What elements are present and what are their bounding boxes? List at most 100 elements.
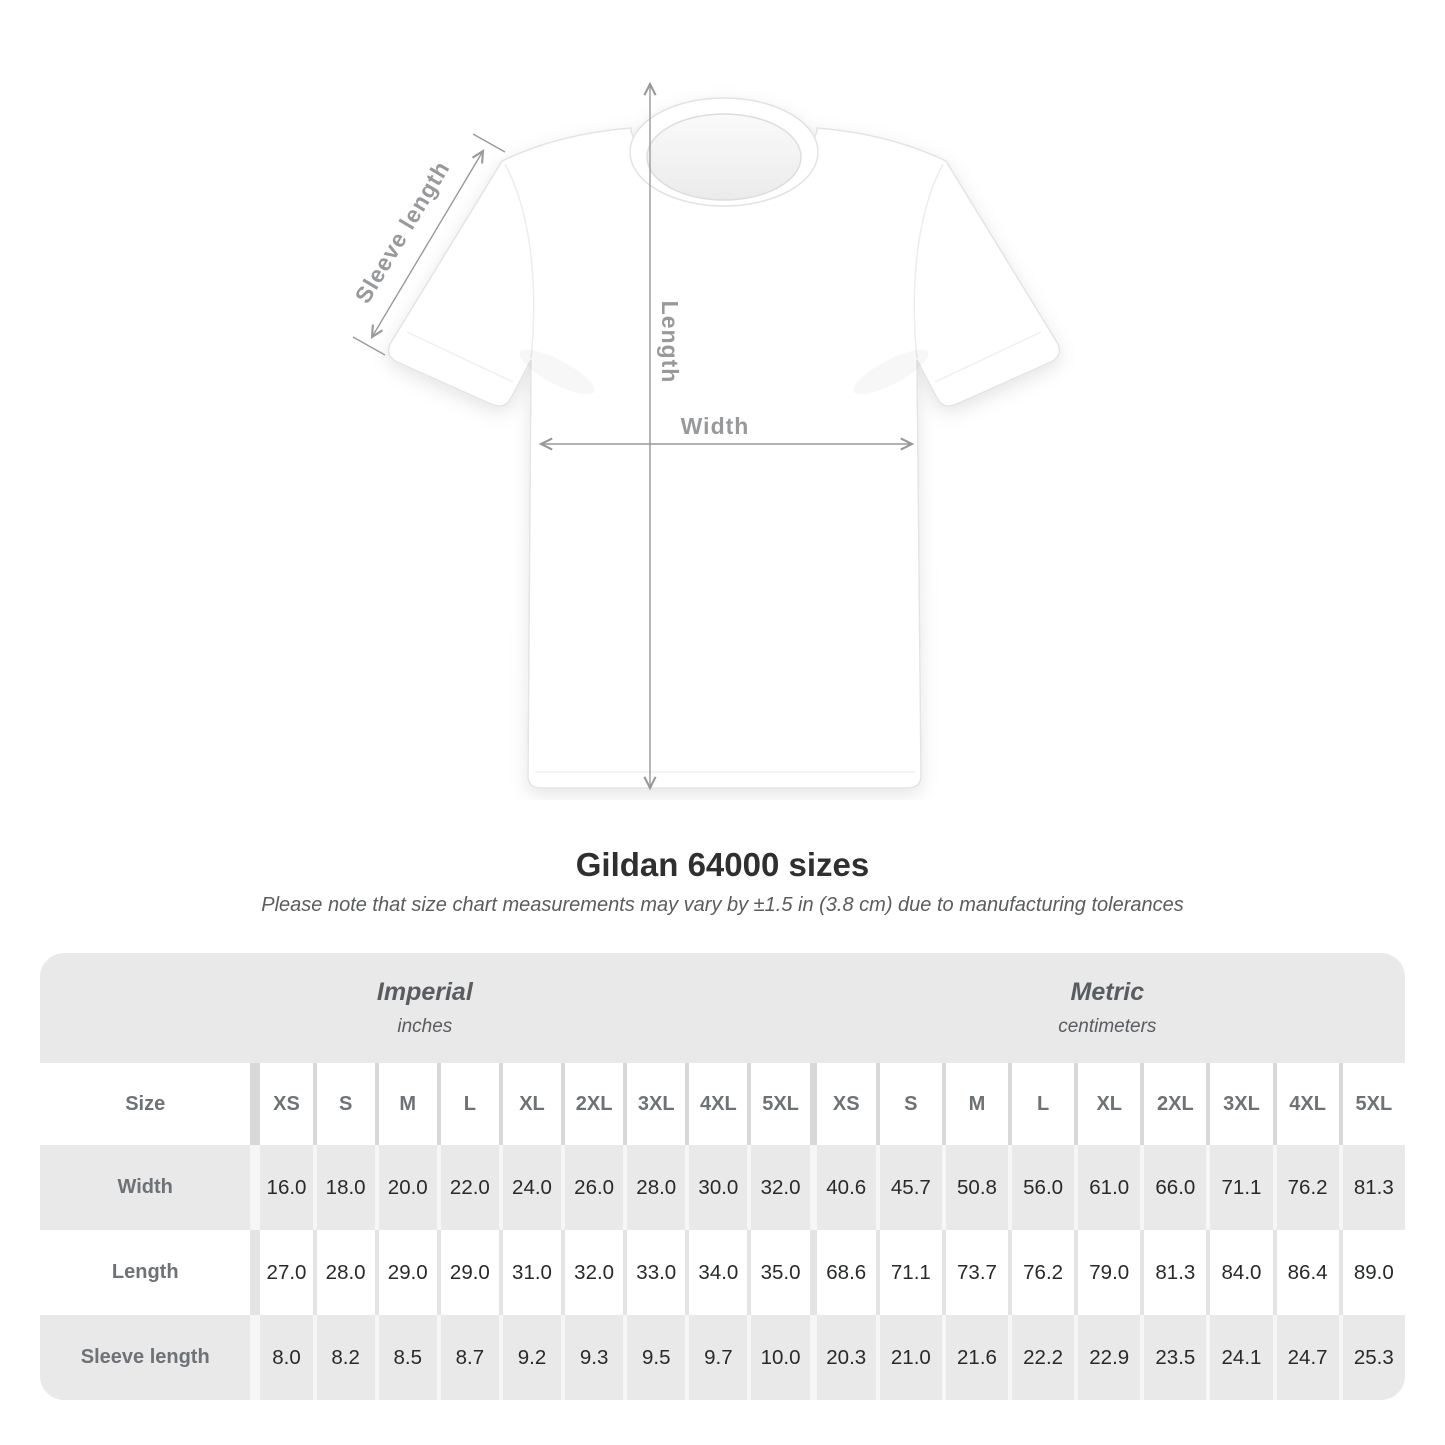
width-met-2xl: 66.0: [1140, 1145, 1207, 1230]
sleeve-imp-s: 8.2: [312, 1315, 375, 1400]
width-imp-3xl: 28.0: [623, 1145, 686, 1230]
width-met-xs: 40.6: [809, 1145, 876, 1230]
sleeve-met-l: 22.2: [1008, 1315, 1075, 1400]
collar-opening: [646, 113, 802, 201]
col-header-met-2xl: 2XL: [1140, 1063, 1207, 1145]
length-imp-xs: 27.0: [250, 1230, 313, 1315]
length-row: Length 27.0 28.0 29.0 29.0 31.0 32.0 33.…: [40, 1230, 1405, 1315]
sleeve-met-xl: 22.9: [1074, 1315, 1141, 1400]
sleeve-imp-l: 8.7: [436, 1315, 499, 1400]
length-met-3xl: 84.0: [1206, 1230, 1273, 1315]
width-met-5xl: 81.3: [1338, 1145, 1405, 1230]
length-imp-3xl: 33.0: [623, 1230, 686, 1315]
width-met-3xl: 71.1: [1206, 1145, 1273, 1230]
unit-section-row: Imperial inches Metric centimeters: [40, 953, 1405, 1063]
length-imp-m: 29.0: [374, 1230, 437, 1315]
width-label: Width: [681, 413, 750, 439]
imperial-section-header: Imperial inches: [40, 953, 810, 1063]
col-header-imp-2xl: 2XL: [561, 1063, 624, 1145]
width-imp-s: 18.0: [312, 1145, 375, 1230]
imperial-label: Imperial: [376, 978, 473, 1006]
col-header-met-xs: XS: [809, 1063, 876, 1145]
col-header-imp-3xl: 3XL: [623, 1063, 686, 1145]
col-header-imp-5xl: 5XL: [747, 1063, 810, 1145]
width-met-4xl: 76.2: [1272, 1145, 1339, 1230]
sleeve-met-2xl: 23.5: [1140, 1315, 1207, 1400]
width-imp-2xl: 26.0: [561, 1145, 624, 1230]
col-header-imp-xs: XS: [250, 1063, 313, 1145]
col-header-met-m: M: [941, 1063, 1009, 1145]
length-met-xs: 68.6: [809, 1230, 876, 1315]
length-met-m: 73.7: [941, 1230, 1009, 1315]
width-met-l: 56.0: [1008, 1145, 1075, 1230]
tshirt-measurement-diagram: Sleeve length Length Width: [349, 81, 1061, 791]
sleeve-tick-top: [472, 133, 506, 153]
sleeve-imp-xl: 9.2: [498, 1315, 562, 1400]
width-row: Width 16.0 18.0 20.0 22.0 24.0 26.0 28.0…: [40, 1145, 1405, 1230]
length-label: Length: [657, 301, 683, 384]
width-imp-m: 20.0: [374, 1145, 437, 1230]
length-imp-l: 29.0: [436, 1230, 499, 1315]
tolerance-note: Please note that size chart measurements…: [261, 894, 1184, 916]
sleeve-met-xs: 20.3: [809, 1315, 876, 1400]
col-header-met-s: S: [875, 1063, 942, 1145]
sleeve-imp-2xl: 9.3: [561, 1315, 624, 1400]
sleeve-imp-m: 8.5: [374, 1315, 437, 1400]
sleeve-met-s: 21.0: [875, 1315, 942, 1400]
size-header-row: Size XS S M L XL 2XL 3XL 4XL 5XL XS S M …: [40, 1063, 1405, 1145]
col-header-imp-m: M: [374, 1063, 437, 1145]
col-header-imp-4xl: 4XL: [685, 1063, 748, 1145]
length-imp-xl: 31.0: [498, 1230, 562, 1315]
col-header-imp-xl: XL: [498, 1063, 562, 1145]
sleeve-imp-xs: 8.0: [250, 1315, 313, 1400]
width-imp-5xl: 32.0: [747, 1145, 810, 1230]
metric-label: Metric: [1070, 978, 1145, 1006]
col-header-imp-l: L: [436, 1063, 499, 1145]
size-corner-header: Size: [40, 1063, 251, 1145]
metric-section-header: Metric centimeters: [809, 953, 1405, 1063]
width-met-s: 45.7: [875, 1145, 942, 1230]
width-met-xl: 61.0: [1074, 1145, 1141, 1230]
sleeve-tick-bottom: [352, 336, 386, 356]
width-imp-xs: 16.0: [250, 1145, 313, 1230]
length-imp-s: 28.0: [312, 1230, 375, 1315]
sleeve-imp-4xl: 9.7: [685, 1315, 748, 1400]
row-label-length: Length: [40, 1230, 251, 1315]
metric-unit-label: centimeters: [1058, 1016, 1157, 1037]
length-met-xl: 79.0: [1074, 1230, 1141, 1315]
row-label-sleeve-length: Sleeve length: [40, 1315, 251, 1400]
length-met-5xl: 89.0: [1338, 1230, 1405, 1315]
row-label-width: Width: [40, 1145, 251, 1230]
sleeve-met-3xl: 24.1: [1206, 1315, 1273, 1400]
sleeve-length-arrow: [370, 148, 485, 340]
width-imp-xl: 24.0: [498, 1145, 562, 1230]
sleeve-imp-5xl: 10.0: [747, 1315, 810, 1400]
sleeve-length-row: Sleeve length 8.0 8.2 8.5 8.7 9.2 9.3 9.…: [40, 1315, 1405, 1400]
width-imp-4xl: 30.0: [685, 1145, 748, 1230]
length-imp-2xl: 32.0: [561, 1230, 624, 1315]
width-imp-l: 22.0: [436, 1145, 499, 1230]
length-met-s: 71.1: [875, 1230, 942, 1315]
width-met-m: 50.8: [941, 1145, 1009, 1230]
length-met-2xl: 81.3: [1140, 1230, 1207, 1315]
sleeve-met-4xl: 24.7: [1272, 1315, 1339, 1400]
page-title: Gildan 64000 sizes: [575, 846, 870, 883]
col-header-imp-s: S: [312, 1063, 375, 1145]
col-header-met-3xl: 3XL: [1206, 1063, 1273, 1145]
size-chart-table: Imperial inches Metric centimeters Size …: [40, 953, 1405, 1400]
sleeve-met-5xl: 25.3: [1338, 1315, 1405, 1400]
length-imp-4xl: 34.0: [685, 1230, 748, 1315]
tshirt-image: [387, 97, 1061, 789]
measurement-annotations: [352, 81, 915, 791]
col-header-met-l: L: [1008, 1063, 1075, 1145]
col-header-met-xl: XL: [1074, 1063, 1141, 1145]
length-met-l: 76.2: [1008, 1230, 1075, 1315]
col-header-met-5xl: 5XL: [1338, 1063, 1405, 1145]
length-imp-5xl: 35.0: [747, 1230, 810, 1315]
sleeve-imp-3xl: 9.5: [623, 1315, 686, 1400]
imperial-unit-label: inches: [397, 1016, 453, 1037]
col-header-met-4xl: 4XL: [1272, 1063, 1339, 1145]
length-met-4xl: 86.4: [1272, 1230, 1339, 1315]
sleeve-met-m: 21.6: [941, 1315, 1009, 1400]
